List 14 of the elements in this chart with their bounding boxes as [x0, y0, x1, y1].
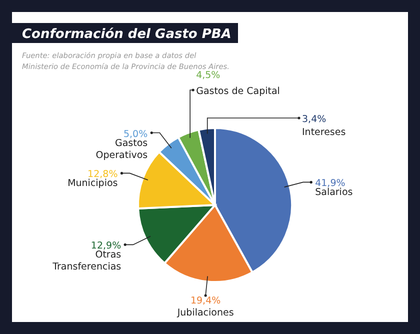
data-label: 19,4%: [190, 296, 221, 307]
slice-label: Gastos de Capital: [196, 86, 280, 97]
slice-label: Otras Transferencias: [52, 250, 122, 273]
data-label: 4,5%: [196, 70, 220, 81]
slice-label: Gastos Operativos: [96, 138, 148, 161]
data-label: 12,9%: [90, 240, 122, 252]
data-label: 5,0%: [123, 128, 148, 140]
slice-label: Jubilaciones: [176, 308, 234, 319]
data-label: 12,8%: [88, 169, 118, 180]
slice-label: Salarios: [315, 187, 353, 198]
chart-title: Conformación del Gasto PBA: [22, 27, 232, 42]
slice-label: Intereses: [302, 127, 346, 138]
slice-label: Municipios: [68, 178, 118, 190]
data-label: 3,4%: [302, 114, 326, 125]
